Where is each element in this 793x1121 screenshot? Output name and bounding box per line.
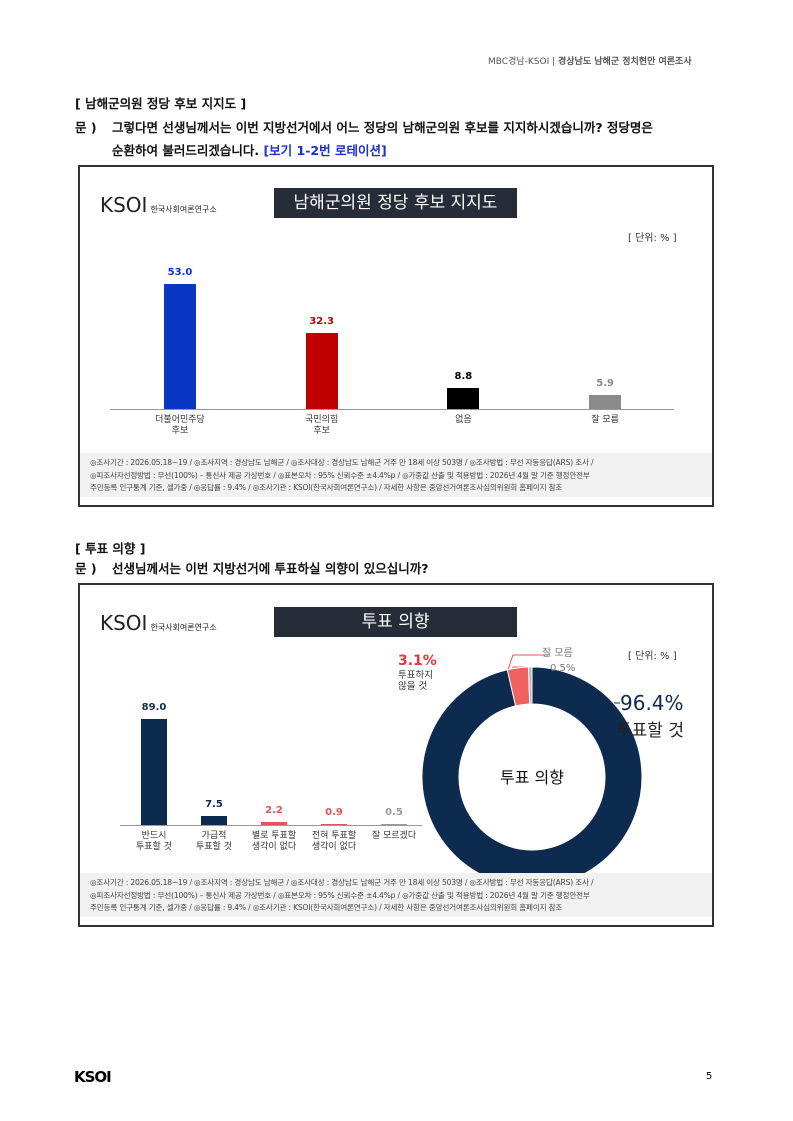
bar [261, 822, 287, 825]
donut-slice [528, 666, 533, 705]
chart-title: 투표 의향 [274, 607, 517, 637]
header-left: MBC경남-KSOI [488, 57, 550, 67]
bar [589, 395, 622, 409]
donut-category-label: 투표할 것 [616, 721, 684, 741]
logo-mark: KSOI [100, 611, 148, 635]
donut-value-label: 3.1% [398, 653, 437, 669]
category-label: 가급적 투표할 것 [196, 831, 232, 852]
survey-note: ◎조사기간 : 2026.05.18~19 / ◎조사지역 : 경상남도 남해군… [90, 878, 594, 887]
page-number: 5 [706, 1071, 713, 1082]
notes-band [80, 873, 712, 917]
baseline [120, 825, 422, 826]
survey-note: ◎조사기간 : 2026.05.18~19 / ◎조사지역 : 경상남도 남해군… [90, 458, 594, 467]
value-label: 7.5 [205, 799, 223, 811]
category-label: 더불어민주당 후보 [155, 415, 205, 436]
category-label: 잘 모르겠다 [371, 831, 417, 841]
question-text: 순환하여 불러드리겠습니다. [보기 1-2번 로테이션] [112, 140, 387, 159]
logo-mark: KSOI [100, 193, 148, 217]
unit-label: [ 단위: % ] [628, 651, 677, 662]
donut-slice [421, 666, 643, 888]
value-label: 89.0 [141, 701, 167, 713]
footer-logo: KSOI [74, 1068, 112, 1086]
donut-value-label: 0.5% [550, 663, 576, 674]
logo: KSOI 한국사회여론연구소 [100, 193, 217, 217]
value-label: 2.2 [265, 805, 283, 817]
header-right: 경상남도 남해군 정치현안 여론조사 [558, 57, 692, 67]
bar [164, 284, 196, 409]
category-label: 잘 모름 [591, 415, 619, 425]
bar [201, 816, 227, 825]
bar [305, 332, 338, 409]
donut-chart: 투표 의향 [421, 654, 643, 888]
unit-label: [ 단위: % ] [628, 233, 677, 244]
bar [447, 388, 480, 409]
question-note: [보기 1-2번 로테이션] [263, 143, 387, 158]
notes-band [80, 453, 712, 497]
chart-panel: 투표 의향 투표 의향 KSOI 한국사회여론연구소 [ 단위: % ] 89.0 반드시… [78, 583, 714, 927]
donut-center-label: 투표 의향 [500, 768, 564, 787]
category-label: 전혀 투표할 생각이 없다 [311, 831, 357, 852]
survey-note: 주민등록 인구통계 기준, 셀가중 / ◎응답률 : 9.4% / ◎조사기관 … [90, 483, 563, 492]
value-label: 32.3 [309, 315, 335, 327]
value-label: 0.5 [385, 807, 403, 819]
category-label: 별로 투표할 생각이 없다 [251, 831, 297, 852]
bar [381, 824, 407, 825]
logo: KSOI 한국사회여론연구소 [100, 611, 217, 635]
survey-note: ◎피조사자선정방법 : 무선(100%) – 통신사 제공 가상번호 / ◎표본… [90, 890, 590, 900]
question-text: 그렇다면 선생님께서는 이번 지방선거에서 어느 정당의 남해군의원 후보를 지… [112, 120, 653, 135]
category-label: 국민의힘 후보 [305, 415, 339, 436]
chart-panel: 남해군의원 정당 후보 지지도 KSOI 한국사회여론연구소 [ 단위: % ] 53.… [78, 165, 714, 507]
value-label: 53.0 [167, 267, 193, 279]
donut-category-label: 잘 모름 [542, 648, 573, 659]
value-label: 5.9 [596, 378, 614, 390]
bar [321, 823, 347, 825]
running-header: MBC경남-KSOI | 경상남도 남해군 정치현안 여론조사 [488, 57, 692, 67]
donut-category-label: 투표하지 않을 것 [398, 670, 433, 693]
bar [141, 718, 167, 825]
question-label: 문 ) [75, 120, 97, 135]
question-text: 순환하여 불러드리겠습니다. [112, 143, 260, 158]
section-heading: [ 남해군의원 정당 후보 지지도 ] [75, 96, 247, 111]
survey-note: 주민등록 인구통계 기준, 셀가중 / ◎응답률 : 9.4% / ◎조사기관 … [90, 903, 563, 912]
category-label: 반드시 투표할 것 [136, 831, 172, 852]
value-label: 0.9 [325, 806, 343, 818]
baseline [110, 409, 674, 410]
chart-title: 남해군의원 정당 후보 지지도 [274, 188, 517, 218]
question-label: 문 ) [75, 561, 97, 576]
value-label: 8.8 [454, 371, 473, 383]
logo-name: 한국사회여론연구소 [150, 205, 217, 214]
donut-value-label: 96.4% [620, 691, 684, 715]
question-text: 선생님께서는 이번 지방선거에 투표하실 의향이 있으십니까? [112, 561, 429, 576]
section-heading: [ 투표 의향 ] [75, 541, 146, 556]
category-label: 없음 [455, 415, 472, 425]
logo-name: 한국사회여론연구소 [150, 623, 217, 632]
survey-note: ◎피조사자선정방법 : 무선(100%) – 통신사 제공 가상번호 / ◎표본… [90, 470, 590, 480]
